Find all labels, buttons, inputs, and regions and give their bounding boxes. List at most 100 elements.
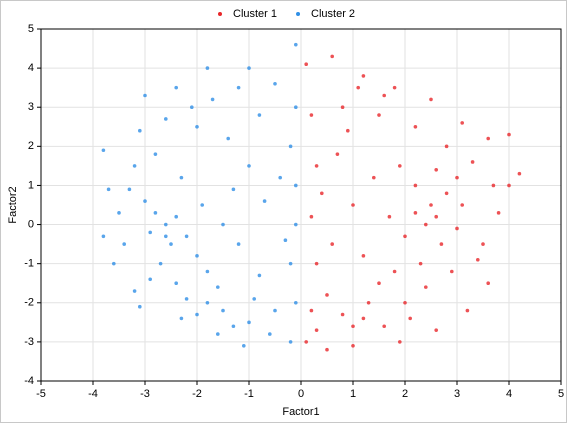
point bbox=[309, 113, 314, 117]
point bbox=[288, 261, 293, 266]
point bbox=[325, 347, 329, 352]
point bbox=[153, 211, 158, 215]
point bbox=[351, 324, 355, 329]
point bbox=[153, 152, 158, 156]
point bbox=[413, 124, 418, 129]
point bbox=[356, 85, 361, 90]
point bbox=[418, 261, 423, 266]
point bbox=[314, 164, 319, 168]
point bbox=[392, 269, 397, 274]
legend-label: Cluster 1 bbox=[233, 8, 277, 20]
point bbox=[174, 85, 178, 90]
y-axis-label: Factor2 bbox=[7, 186, 19, 223]
point bbox=[470, 160, 475, 164]
point bbox=[247, 66, 251, 70]
y-tick-label: -3 bbox=[24, 336, 34, 348]
point bbox=[340, 105, 345, 110]
point bbox=[262, 199, 267, 203]
point bbox=[455, 175, 459, 180]
point bbox=[361, 316, 366, 321]
legend-label: Cluster 2 bbox=[311, 8, 355, 20]
y-tick-label: 2 bbox=[28, 140, 34, 152]
point bbox=[257, 113, 262, 117]
point bbox=[174, 281, 178, 286]
x-tick-label: 0 bbox=[298, 388, 304, 400]
point bbox=[148, 277, 152, 282]
point bbox=[424, 222, 428, 227]
y-tick-label: 3 bbox=[28, 101, 34, 113]
point bbox=[507, 132, 511, 137]
point bbox=[216, 285, 220, 289]
point bbox=[273, 308, 277, 313]
point bbox=[122, 242, 126, 246]
point bbox=[138, 304, 142, 309]
point bbox=[460, 203, 465, 207]
point bbox=[184, 297, 189, 301]
point bbox=[195, 312, 199, 317]
point bbox=[351, 203, 355, 207]
y-tick-label: 0 bbox=[28, 218, 34, 230]
point bbox=[294, 183, 298, 188]
point bbox=[132, 164, 137, 168]
point bbox=[439, 242, 444, 246]
point bbox=[148, 230, 152, 235]
point bbox=[164, 234, 168, 239]
point bbox=[205, 66, 210, 70]
point bbox=[314, 261, 319, 266]
point bbox=[195, 124, 199, 129]
point bbox=[101, 234, 106, 239]
x-tick-label: -1 bbox=[244, 388, 254, 400]
point bbox=[294, 42, 298, 47]
point bbox=[450, 269, 454, 274]
point bbox=[112, 261, 116, 266]
point bbox=[195, 254, 199, 258]
point bbox=[101, 148, 106, 153]
point bbox=[294, 105, 298, 110]
point bbox=[351, 344, 355, 348]
point bbox=[205, 300, 210, 305]
point bbox=[221, 222, 225, 227]
point bbox=[132, 289, 137, 293]
point bbox=[444, 144, 449, 149]
point bbox=[486, 136, 491, 141]
point bbox=[179, 316, 184, 321]
point bbox=[366, 300, 371, 305]
point bbox=[481, 242, 485, 246]
point bbox=[377, 281, 381, 286]
point bbox=[138, 128, 142, 133]
point bbox=[330, 242, 335, 246]
point bbox=[460, 121, 465, 125]
point bbox=[314, 328, 319, 332]
point bbox=[429, 203, 433, 207]
point bbox=[320, 191, 324, 196]
y-tick-label: -1 bbox=[24, 258, 34, 270]
point bbox=[309, 308, 314, 313]
point bbox=[288, 340, 293, 344]
point bbox=[434, 168, 439, 172]
x-tick-label: -2 bbox=[192, 388, 202, 400]
point bbox=[335, 152, 340, 156]
point bbox=[179, 175, 184, 180]
x-axis-label: Factor1 bbox=[282, 406, 319, 418]
point bbox=[242, 344, 246, 348]
y-tick-label: 1 bbox=[28, 179, 34, 191]
point bbox=[361, 74, 366, 78]
point bbox=[216, 332, 220, 336]
y-tick-label: 5 bbox=[28, 23, 34, 35]
point bbox=[377, 113, 381, 117]
point bbox=[491, 183, 496, 188]
y-tick-label: 4 bbox=[28, 62, 34, 74]
point bbox=[247, 164, 251, 168]
x-tick-label: 5 bbox=[558, 388, 564, 400]
point bbox=[382, 324, 387, 329]
point bbox=[294, 222, 298, 227]
y-tick-label: -4 bbox=[24, 375, 34, 387]
point bbox=[382, 93, 387, 98]
x-tick-label: -5 bbox=[36, 388, 46, 400]
point bbox=[169, 242, 173, 246]
point bbox=[164, 222, 168, 227]
point bbox=[392, 85, 397, 90]
point bbox=[413, 183, 418, 188]
point bbox=[330, 54, 335, 59]
point bbox=[158, 261, 163, 266]
